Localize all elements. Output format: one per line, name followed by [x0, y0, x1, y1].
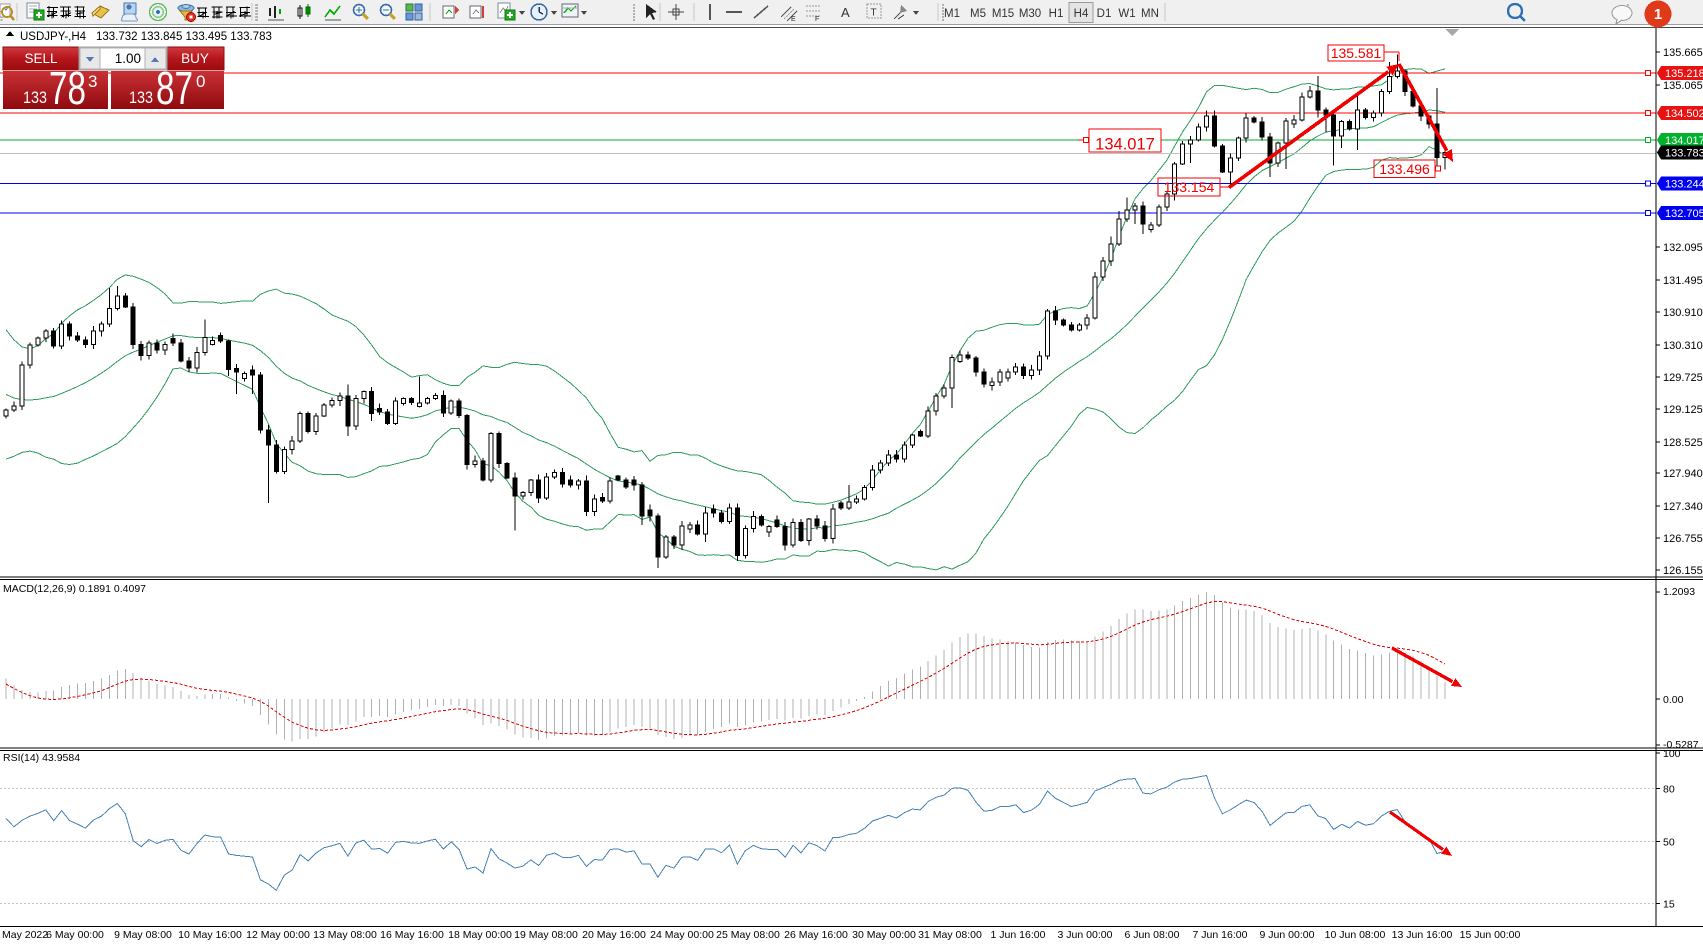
svg-text:USDJPY-,H4: USDJPY-,H4 — [20, 31, 87, 43]
svg-text:126.155: 126.155 — [1663, 565, 1703, 577]
svg-text:6 May 00:00: 6 May 00:00 — [46, 929, 104, 941]
svg-text:D1: D1 — [1097, 8, 1112, 20]
svg-text:30 May 00:00: 30 May 00:00 — [852, 929, 916, 941]
svg-text:134.017: 134.017 — [1095, 136, 1155, 154]
svg-text:130.310: 130.310 — [1663, 340, 1703, 352]
svg-text:13 May 08:00: 13 May 08:00 — [313, 929, 377, 941]
svg-text:16 May 16:00: 16 May 16:00 — [380, 929, 444, 941]
svg-text:M1: M1 — [944, 8, 960, 20]
svg-text:E: E — [791, 16, 796, 23]
svg-text:50: 50 — [1663, 837, 1675, 849]
svg-text:1: 1 — [1654, 6, 1662, 23]
svg-text:M15: M15 — [992, 8, 1014, 20]
svg-text:15: 15 — [1663, 898, 1675, 910]
svg-text:3: 3 — [88, 72, 97, 91]
svg-text:9 Jun 00:00: 9 Jun 00:00 — [1260, 929, 1315, 941]
svg-text:7 Jun 16:00: 7 Jun 16:00 — [1193, 929, 1248, 941]
svg-text:133: 133 — [129, 88, 153, 107]
svg-text:80: 80 — [1663, 784, 1675, 796]
svg-text:0.00: 0.00 — [1663, 694, 1684, 706]
svg-text:133.732 133.845 133.495 133.78: 133.732 133.845 133.495 133.783 — [96, 31, 272, 43]
svg-text:MACD(12,26,9) 0.1891 0.4097: MACD(12,26,9) 0.1891 0.4097 — [3, 583, 146, 595]
svg-text:24 May 00:00: 24 May 00:00 — [650, 929, 714, 941]
svg-text:131.495: 131.495 — [1663, 275, 1703, 287]
svg-text:12 May 00:00: 12 May 00:00 — [246, 929, 310, 941]
svg-text:13 Jun 16:00: 13 Jun 16:00 — [1392, 929, 1453, 941]
svg-text:130.910: 130.910 — [1663, 307, 1703, 319]
svg-text:31 May 08:00: 31 May 08:00 — [918, 929, 982, 941]
svg-text:T: T — [871, 8, 877, 19]
svg-text:M5: M5 — [970, 8, 986, 20]
svg-text:W1: W1 — [1118, 8, 1135, 20]
svg-text:127.940: 127.940 — [1663, 468, 1703, 480]
svg-text:133.783: 133.783 — [1665, 148, 1703, 160]
svg-text:134.502: 134.502 — [1665, 108, 1703, 120]
svg-text:A: A — [841, 5, 850, 20]
svg-text:10 Jun 08:00: 10 Jun 08:00 — [1325, 929, 1386, 941]
svg-text:133.154: 133.154 — [1164, 179, 1215, 195]
svg-text:BUY: BUY — [181, 51, 209, 66]
svg-text:SELL: SELL — [24, 51, 58, 66]
svg-text:0: 0 — [196, 72, 205, 91]
svg-text:9 May 08:00: 9 May 08:00 — [114, 929, 172, 941]
svg-text:133.496: 133.496 — [1379, 161, 1430, 177]
svg-text:H4: H4 — [1074, 8, 1089, 20]
svg-text:133: 133 — [23, 88, 47, 107]
svg-text:134.017: 134.017 — [1665, 135, 1703, 147]
svg-text:19 May 08:00: 19 May 08:00 — [514, 929, 578, 941]
svg-text:87: 87 — [156, 62, 193, 114]
svg-text:MN: MN — [1141, 8, 1159, 20]
svg-text:1 Jun 16:00: 1 Jun 16:00 — [991, 929, 1046, 941]
svg-text:H1: H1 — [1049, 8, 1064, 20]
svg-text:127.340: 127.340 — [1663, 501, 1703, 513]
svg-text:135.065: 135.065 — [1663, 80, 1703, 92]
svg-text:128.525: 128.525 — [1663, 437, 1703, 449]
svg-text:126.755: 126.755 — [1663, 533, 1703, 545]
svg-text:132.705: 132.705 — [1665, 208, 1703, 220]
svg-text:F: F — [815, 16, 819, 23]
svg-text:RSI(14) 43.9584: RSI(14) 43.9584 — [3, 752, 80, 764]
svg-text:26 May 16:00: 26 May 16:00 — [784, 929, 848, 941]
svg-text:100: 100 — [1663, 748, 1681, 760]
svg-text:20 May 16:00: 20 May 16:00 — [582, 929, 646, 941]
svg-text:10 May 16:00: 10 May 16:00 — [178, 929, 242, 941]
svg-text:129.725: 129.725 — [1663, 372, 1703, 384]
svg-text:133.244: 133.244 — [1665, 179, 1703, 191]
svg-text:May 2022: May 2022 — [2, 929, 48, 941]
svg-text:15 Jun 00:00: 15 Jun 00:00 — [1460, 929, 1521, 941]
svg-text:3 Jun 00:00: 3 Jun 00:00 — [1058, 929, 1113, 941]
svg-text:135.218: 135.218 — [1665, 68, 1703, 80]
svg-text:132.095: 132.095 — [1663, 242, 1703, 254]
svg-text:25 May 08:00: 25 May 08:00 — [716, 929, 780, 941]
svg-text:135.665: 135.665 — [1663, 47, 1703, 59]
svg-text:129.125: 129.125 — [1663, 404, 1703, 416]
svg-text:1.00: 1.00 — [115, 51, 141, 66]
svg-text:78: 78 — [49, 62, 86, 114]
svg-text:1.2093: 1.2093 — [1663, 586, 1695, 598]
svg-text:6 Jun 08:00: 6 Jun 08:00 — [1125, 929, 1180, 941]
svg-text:18 May 00:00: 18 May 00:00 — [448, 929, 512, 941]
svg-text:M30: M30 — [1019, 8, 1041, 20]
svg-text:135.581: 135.581 — [1331, 45, 1382, 61]
